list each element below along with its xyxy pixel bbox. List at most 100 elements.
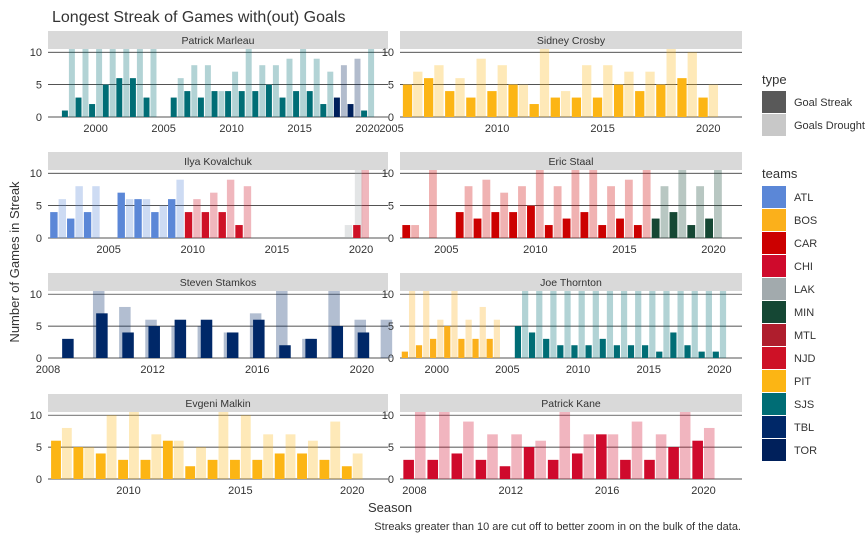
streak-bar xyxy=(67,218,75,238)
x-tick-label: 2012 xyxy=(499,485,523,497)
drought-bar xyxy=(535,170,544,238)
drought-bar xyxy=(696,186,705,238)
legend-team-swatch xyxy=(762,416,786,438)
streak-bar xyxy=(319,459,330,479)
drought-bar xyxy=(285,434,296,479)
streak-bar xyxy=(347,104,354,117)
drought-bar xyxy=(84,447,95,479)
x-tick-label: 2016 xyxy=(245,364,269,376)
drought-bar xyxy=(589,170,598,238)
drought-bar xyxy=(437,319,444,358)
drought-bar xyxy=(678,170,687,238)
streak-bar xyxy=(162,440,173,479)
drought-bar xyxy=(463,421,474,479)
drought-bar xyxy=(368,49,375,117)
streak-bar xyxy=(687,225,696,238)
drought-bar xyxy=(571,170,580,238)
legend-type-swatch xyxy=(762,91,786,113)
legend-type-title: type xyxy=(762,72,787,87)
drought-bar xyxy=(344,225,353,238)
streak-bar xyxy=(83,212,92,238)
streak-bar xyxy=(571,453,583,479)
streak-bar xyxy=(95,453,106,479)
streak-bar xyxy=(402,84,413,117)
drought-bar xyxy=(218,412,229,479)
streak-bar xyxy=(596,434,607,479)
drought-bar xyxy=(106,415,117,479)
panel-strip xyxy=(400,31,742,49)
streak-bar xyxy=(102,84,109,117)
x-tick-label: 2020 xyxy=(350,364,374,376)
streak-bar xyxy=(508,84,518,117)
drought-bar xyxy=(493,319,500,358)
panel-strip-label: Ilya Kovalchuk xyxy=(184,156,252,168)
legend-team-swatch xyxy=(762,324,786,346)
streak-bar xyxy=(252,459,263,479)
drought-bar xyxy=(354,58,361,117)
x-tick-label: 2015 xyxy=(228,485,252,497)
drought-bar xyxy=(125,199,134,238)
drought-bar xyxy=(173,440,184,479)
streak-bar xyxy=(514,326,522,358)
streak-bar xyxy=(543,338,550,358)
x-tick-label: 2000 xyxy=(425,364,449,376)
drought-bar xyxy=(518,186,526,238)
drought-bar xyxy=(465,319,472,358)
drought-bar xyxy=(129,412,139,479)
drought-bar xyxy=(592,291,599,358)
streak-bar xyxy=(430,338,437,358)
streak-bar xyxy=(455,212,464,238)
streak-bar xyxy=(451,453,463,479)
drought-bar xyxy=(663,291,670,358)
streak-bar xyxy=(544,225,553,238)
x-tick-label: 2010 xyxy=(181,244,205,256)
drought-bar xyxy=(677,291,684,358)
y-tick-label: 0 xyxy=(36,474,42,486)
y-tick-label: 0 xyxy=(388,474,394,486)
streak-bar xyxy=(635,91,645,117)
panel-strip xyxy=(48,31,388,49)
panel-strip-label: Patrick Marleau xyxy=(182,35,255,47)
panel-strip xyxy=(400,273,742,291)
streak-bar xyxy=(585,345,592,358)
drought-bar xyxy=(226,179,235,238)
drought-bar xyxy=(151,434,162,479)
streak-bar xyxy=(306,91,313,117)
panel-patrick-marleau: Patrick Marleau 0 5 10 2000 2005 2010 2015 2020 xyxy=(30,31,388,135)
x-tick-label: 2020 xyxy=(701,244,725,256)
x-tick-label: 2020 xyxy=(349,244,373,256)
drought-bar xyxy=(286,58,293,117)
drought-bar xyxy=(245,49,252,117)
streak-bar xyxy=(509,212,518,238)
legend-team-swatch xyxy=(762,232,786,254)
streak-bar xyxy=(473,218,482,238)
streak-bar xyxy=(698,97,708,117)
streak-bar xyxy=(705,218,713,238)
drought-bar xyxy=(313,58,320,117)
streak-bar xyxy=(305,338,317,358)
streak-bar xyxy=(151,212,159,238)
panel-strip xyxy=(48,394,388,412)
x-tick-label: 2020 xyxy=(707,364,731,376)
drought-bar xyxy=(708,84,719,117)
y-tick-label: 5 xyxy=(388,442,394,454)
drought-bar xyxy=(176,179,184,238)
streak-bar xyxy=(698,351,705,358)
streak-bar xyxy=(51,440,61,479)
drought-bar xyxy=(606,291,614,358)
legend-team-label: MTL xyxy=(794,330,816,342)
legend-team-swatch xyxy=(762,370,786,392)
panel-strip xyxy=(400,394,742,412)
x-tick-label: 2010 xyxy=(116,485,140,497)
drought-bar xyxy=(603,65,613,117)
streak-bar xyxy=(184,212,193,238)
y-tick-label: 5 xyxy=(36,321,42,333)
drought-bar xyxy=(624,71,634,117)
x-tick-label: 2010 xyxy=(219,123,243,135)
streak-bar xyxy=(96,313,108,358)
streak-bar xyxy=(445,91,455,117)
streak-bar xyxy=(89,104,96,117)
drought-bar xyxy=(210,192,218,238)
panel-strip-label: Eric Staal xyxy=(549,156,594,168)
legend-team-label: SJS xyxy=(794,399,814,411)
